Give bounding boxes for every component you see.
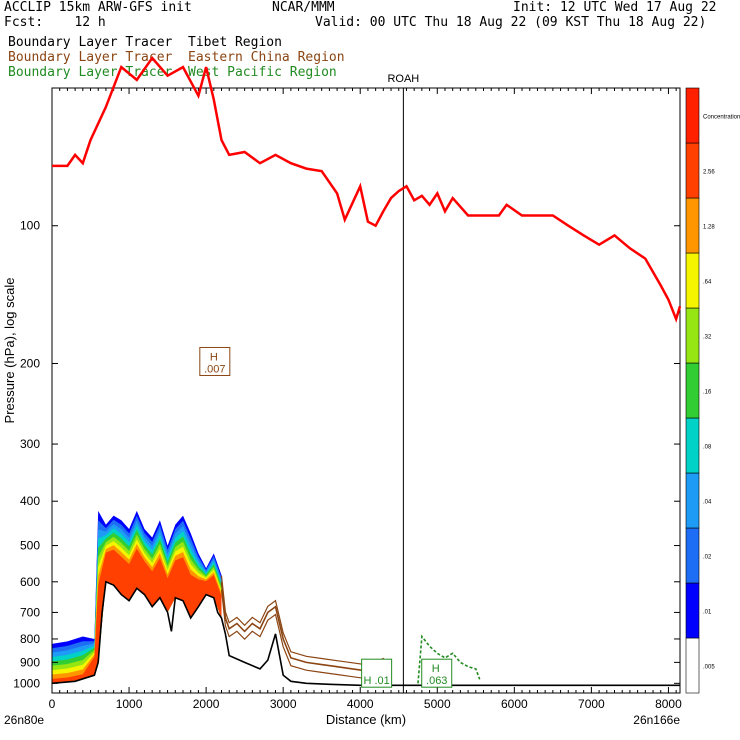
china-tracer-contour-3 — [220, 589, 392, 684]
colorbar-segment-1 — [685, 582, 700, 639]
y-tick-label-7: 800 — [20, 632, 40, 646]
y-tick-label-2: 300 — [20, 437, 40, 451]
station-label: ROAH — [387, 73, 419, 85]
annotation-box-1 — [421, 658, 453, 688]
right-end-label: 26n166e — [633, 713, 680, 727]
tropopause-line — [52, 55, 682, 323]
y-tick-label-6: 700 — [20, 605, 40, 619]
annotation-box-2 — [361, 658, 393, 688]
colorbar-segment-7 — [685, 252, 700, 309]
y-axis-label: Pressure (hPa), log scale — [2, 278, 17, 424]
y-tick-label-5: 600 — [20, 575, 40, 589]
colorbar-segment-4 — [685, 417, 700, 474]
colorbar-label-0: .005 — [703, 665, 715, 671]
x-tick-label-7: 7000 — [578, 697, 605, 711]
colorbar-segment-9 — [685, 142, 700, 199]
annotation-bottom-1: .063 — [426, 675, 447, 687]
colorbar-segment-3 — [685, 472, 700, 529]
annotation-top-1: H — [432, 663, 440, 675]
tracer-legend-tibet: Boundary Layer Tracer Tibet Region — [8, 35, 282, 50]
colorbar-segment-0 — [685, 637, 700, 694]
colorbar-label-6: .32 — [703, 335, 712, 341]
y-tick-label-1: 200 — [20, 356, 40, 370]
y-tick-label-8: 900 — [20, 655, 40, 669]
x-tick-label-8: 8000 — [655, 697, 682, 711]
header-line2-left: Fcst: 12 h — [4, 15, 106, 30]
y-tick-label-0: 100 — [20, 219, 40, 233]
x-tick-label-5: 5000 — [424, 697, 451, 711]
annotation-bottom-0: .007 — [204, 363, 225, 375]
annotation-box-0 — [199, 346, 231, 376]
x-tick-label-4: 4000 — [347, 697, 374, 711]
concentration-band-9 — [52, 548, 222, 684]
colorbar-label-10: Concentration — [703, 115, 740, 121]
colorbar-label-7: .64 — [703, 280, 712, 286]
tibet-tracer-contour — [51, 580, 680, 687]
china-tracer-contour — [220, 581, 392, 676]
x-tick-label-2: 2000 — [193, 697, 220, 711]
x-axis-label: Distance (km) — [326, 712, 406, 727]
colorbar-segment-2 — [685, 527, 700, 584]
tracer-legend-pacific: Boundary Layer Tracer West Pacific Regio… — [8, 65, 337, 80]
annotation-top-0: H — [210, 351, 218, 363]
colorbar-label-3: .04 — [703, 500, 712, 506]
colorbar-segment-5 — [685, 362, 700, 419]
x-tick-label-6: 6000 — [501, 697, 528, 711]
china-tracer-contour-2 — [220, 575, 392, 670]
colorbar-label-5: .16 — [703, 390, 712, 396]
colorbar-label-8: 1.28 — [703, 225, 715, 231]
header-line2-right: Valid: 00 UTC Thu 18 Aug 22 (09 KST Thu … — [315, 15, 707, 30]
x-tick-label-0: 0 — [49, 697, 56, 711]
header-line1-right: Init: 12 UTC Wed 17 Aug 22 — [513, 0, 717, 15]
colorbar-label-9: 2.56 — [703, 170, 715, 176]
colorbar-label-4: .08 — [703, 445, 712, 451]
colorbar-label-1: .01 — [703, 610, 712, 616]
plot-frame — [51, 87, 681, 694]
left-end-label: 26n80e — [4, 713, 44, 727]
colorbar-segment-8 — [685, 197, 700, 254]
y-tick-label-3: 400 — [20, 494, 40, 508]
colorbar-segment-6 — [685, 307, 700, 364]
pacific-tracer-contour — [417, 634, 481, 684]
y-tick-label-9: 1000 — [13, 676, 40, 690]
y-tick-label-4: 500 — [20, 539, 40, 553]
x-tick-label-1: 1000 — [116, 697, 143, 711]
x-tick-label-3: 3000 — [270, 697, 297, 711]
tracer-legend-china: Boundary Layer Tracer Eastern China Regi… — [8, 50, 345, 65]
header-line1-mid: NCAR/MMM — [272, 0, 335, 15]
colorbar-segment-10 — [685, 87, 700, 144]
colorbar-label-2: .02 — [703, 555, 712, 561]
annotation-bottom-2: H .01 — [363, 675, 389, 687]
header-line1-left: ACCLIP 15km ARW-GFS init — [4, 0, 192, 15]
